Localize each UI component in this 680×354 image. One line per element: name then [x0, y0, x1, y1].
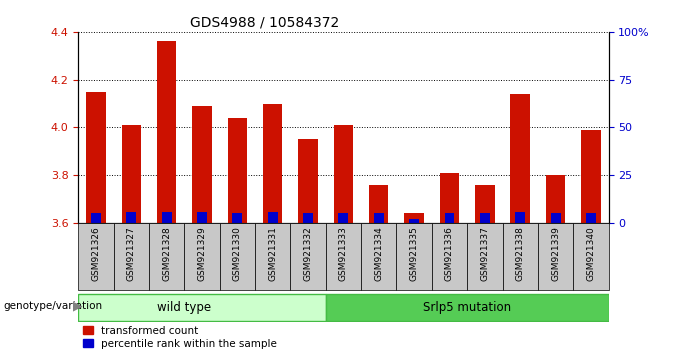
Bar — [480, 213, 490, 223]
Legend: transformed count, percentile rank within the sample: transformed count, percentile rank withi… — [84, 326, 277, 349]
Text: GSM921330: GSM921330 — [233, 227, 242, 281]
Bar — [374, 213, 384, 223]
Bar — [396, 223, 432, 290]
Text: GSM921331: GSM921331 — [268, 227, 277, 281]
Bar — [467, 223, 503, 290]
Text: GSM921338: GSM921338 — [515, 227, 525, 281]
Bar — [268, 212, 277, 223]
Bar — [299, 139, 318, 223]
Bar — [546, 175, 565, 223]
Bar — [86, 92, 105, 223]
Text: GSM921332: GSM921332 — [303, 227, 313, 281]
Bar — [369, 185, 388, 223]
Bar — [515, 212, 525, 223]
Bar — [409, 219, 419, 223]
Bar — [228, 118, 247, 223]
Bar — [126, 212, 136, 223]
Bar — [326, 293, 609, 321]
Bar — [405, 213, 424, 223]
Bar — [220, 223, 255, 290]
Bar — [339, 213, 348, 223]
Text: GSM921336: GSM921336 — [445, 227, 454, 281]
Bar — [122, 125, 141, 223]
Bar — [263, 104, 282, 223]
Bar — [445, 213, 454, 223]
Bar — [233, 213, 242, 223]
Bar — [192, 106, 211, 223]
Bar — [184, 223, 220, 290]
Bar — [551, 213, 560, 223]
Text: GDS4988 / 10584372: GDS4988 / 10584372 — [190, 16, 339, 30]
Bar — [114, 223, 149, 290]
Text: GSM921335: GSM921335 — [409, 227, 419, 281]
Bar — [538, 223, 573, 290]
Bar — [334, 125, 353, 223]
Bar — [78, 223, 114, 290]
Bar — [511, 94, 530, 223]
Text: GSM921329: GSM921329 — [197, 227, 207, 281]
Bar — [197, 212, 207, 223]
Text: GSM921327: GSM921327 — [126, 227, 136, 281]
Text: genotype/variation: genotype/variation — [3, 301, 103, 311]
Bar — [361, 223, 396, 290]
Bar — [91, 213, 101, 223]
Bar — [290, 223, 326, 290]
Text: GSM921328: GSM921328 — [162, 227, 171, 281]
Text: GSM921333: GSM921333 — [339, 227, 348, 281]
Text: Srlp5 mutation: Srlp5 mutation — [423, 301, 511, 314]
Bar — [440, 173, 459, 223]
Bar — [432, 223, 467, 290]
Text: GSM921339: GSM921339 — [551, 227, 560, 281]
Bar — [157, 41, 176, 223]
Bar — [586, 213, 596, 223]
Bar — [475, 185, 494, 223]
Bar — [303, 213, 313, 223]
Text: ▶: ▶ — [73, 300, 83, 313]
Text: GSM921337: GSM921337 — [480, 227, 490, 281]
Bar — [149, 223, 184, 290]
Text: GSM921334: GSM921334 — [374, 227, 384, 281]
Bar — [78, 293, 326, 321]
Text: wild type: wild type — [157, 301, 211, 314]
Text: GSM921326: GSM921326 — [91, 227, 101, 281]
Text: GSM921340: GSM921340 — [586, 227, 596, 281]
Bar — [573, 223, 609, 290]
Bar — [503, 223, 538, 290]
Bar — [255, 223, 290, 290]
Bar — [162, 212, 171, 223]
Bar — [581, 130, 600, 223]
Bar — [326, 223, 361, 290]
